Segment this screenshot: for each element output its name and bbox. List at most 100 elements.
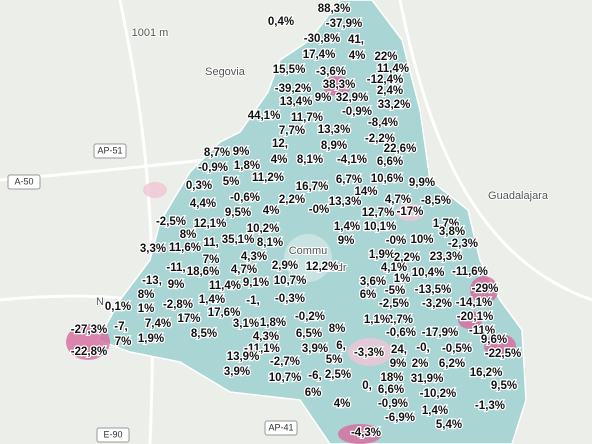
change-label: 10,6%	[371, 173, 404, 185]
change-label: 11,2%	[252, 172, 284, 184]
change-label: 2,2%	[394, 252, 420, 264]
change-label: 1,4%	[422, 405, 448, 417]
change-label: 10,7%	[269, 372, 302, 384]
change-label: 15,5%	[273, 64, 306, 76]
change-label: -20,1%	[457, 311, 493, 323]
change-label: 9,6%	[481, 334, 507, 346]
change-label: 1,8%	[260, 317, 286, 329]
change-label: 1,4%	[199, 294, 225, 306]
change-label: 1%	[138, 303, 155, 315]
change-label: 5%	[223, 176, 240, 188]
change-label: 22,6%	[384, 143, 417, 155]
change-label: 4,7%	[385, 194, 411, 206]
change-label: 8,1%	[257, 237, 283, 249]
change-label: 3,8%	[439, 226, 465, 238]
change-label: 5,4%	[436, 419, 462, 431]
change-label: 44,1%	[248, 110, 281, 122]
road-sign	[96, 427, 130, 443]
change-label: -11,1%	[244, 343, 280, 355]
change-label: -0,5%	[442, 343, 472, 355]
change-label: -4,1%	[337, 154, 367, 166]
change-label: 1,8%	[234, 160, 260, 172]
change-label: 1,9%	[138, 333, 164, 345]
change-label: 13,3%	[329, 196, 362, 208]
change-label: 22%	[374, 51, 397, 63]
change-label: 17,4%	[303, 49, 336, 61]
change-label: 12,2%	[306, 261, 339, 273]
change-label: -1,3%	[475, 400, 505, 412]
road-label: AP-41	[268, 422, 293, 432]
change-label: -22,8%	[71, 346, 107, 358]
change-label: -0,9%	[342, 106, 372, 118]
change-label: 4,3%	[253, 331, 279, 343]
change-label: 31,9%	[411, 373, 444, 385]
change-label: 6,	[336, 340, 346, 352]
change-label: -10,2%	[420, 388, 456, 400]
change-label: 12,	[272, 138, 288, 150]
change-label: 12,7%	[362, 207, 395, 219]
change-label: -3,2%	[422, 298, 452, 310]
change-label: -1,	[246, 295, 259, 307]
change-label: 1,7%	[433, 218, 459, 230]
change-label: -12,4%	[367, 74, 403, 86]
change-label: -17,9%	[422, 327, 458, 339]
change-label: 11,	[203, 237, 218, 249]
place-label: Madr	[321, 262, 346, 274]
place-label: N	[96, 296, 104, 308]
change-label: 2,2%	[279, 194, 305, 206]
change-label: -0,	[416, 342, 429, 354]
change-label: -6,9%	[385, 412, 415, 424]
change-label: 10,2%	[247, 223, 280, 235]
change-label: 8,9%	[321, 140, 347, 152]
place-label: Commu	[289, 245, 328, 257]
place-label: 1001 m	[132, 27, 169, 39]
change-label: 3,6%	[360, 276, 386, 288]
change-label: 4%	[334, 398, 351, 410]
change-label: -8,4%	[368, 117, 398, 129]
change-label: -39,2%	[275, 83, 311, 95]
change-label: -3,6%	[316, 66, 346, 78]
change-label: -30,8%	[304, 33, 340, 45]
change-label: 2,4%	[377, 85, 403, 97]
change-label: 8,7%	[204, 147, 230, 159]
change-label: 35,1%	[222, 234, 255, 246]
change-label: 8,1%	[297, 154, 323, 166]
change-label: 14%	[354, 186, 377, 198]
change-label: 7,7%	[279, 125, 305, 137]
change-label: 8%	[138, 289, 155, 301]
change-label: 88,3%	[318, 3, 351, 15]
change-label: 0,4%	[268, 16, 294, 28]
change-label: -11,	[166, 262, 185, 274]
change-label: -4,3%	[351, 427, 381, 439]
change-label: -22,5%	[485, 348, 521, 360]
change-label: 6,2%	[439, 358, 465, 370]
change-label: 1,4%	[334, 221, 360, 233]
change-label: 9,5%	[491, 380, 517, 392]
change-label: -14,1%	[456, 297, 492, 309]
change-label: 17%	[177, 313, 200, 325]
change-label: -0,3%	[275, 293, 305, 305]
change-label: 24,	[391, 344, 407, 356]
change-label: -5%	[385, 285, 405, 297]
change-label: 3,1%	[233, 318, 259, 330]
change-label: 23,3%	[430, 251, 463, 263]
change-label: -0,2%	[295, 311, 325, 323]
change-label: -27,3%	[71, 324, 107, 336]
change-label: -2,7%	[383, 314, 413, 326]
change-label: 0,1%	[105, 301, 131, 313]
change-label: 4%	[263, 205, 280, 217]
change-label: 18,6%	[187, 266, 220, 278]
negative-areas	[66, 76, 516, 444]
road-label: E-90	[103, 429, 122, 439]
change-label: -2,2%	[365, 133, 395, 145]
change-label: 5%	[326, 354, 343, 366]
change-label: 11,6%	[169, 242, 201, 254]
change-label: 9%	[338, 235, 355, 247]
change-label: 8,5%	[191, 328, 217, 340]
change-label: 16,2%	[470, 367, 503, 379]
change-label: -13,	[142, 275, 162, 287]
change-label: 2,5%	[325, 369, 351, 381]
region	[96, 0, 527, 444]
change-label: 3,9%	[224, 366, 250, 378]
change-label: -11%	[469, 325, 495, 337]
